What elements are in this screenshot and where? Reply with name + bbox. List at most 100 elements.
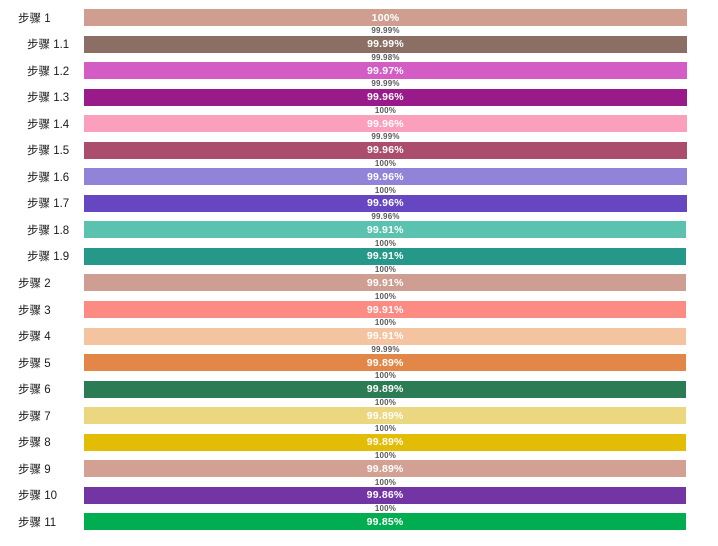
category-label: 步骤 8 xyxy=(18,437,51,450)
bar-value-label: 99.89% xyxy=(366,462,404,475)
chart-row: 步骤 1.7 99.96% 99.96% xyxy=(0,194,718,222)
bar-value-label: 99.91% xyxy=(366,276,404,289)
category-label: 步骤 1.7 xyxy=(27,198,70,211)
bar: 99.96% xyxy=(84,194,687,212)
chart-row: 步骤 5 99.89% 100% xyxy=(0,354,718,381)
gap-value-label: 99.99% xyxy=(371,79,400,89)
gap-value-label: 100% xyxy=(374,238,397,248)
chart-row: 步骤 1.9 99.91% 100% xyxy=(0,247,718,275)
category-label: 步骤 1.9 xyxy=(27,251,70,264)
bar-value-label: 99.91% xyxy=(366,303,404,316)
bar: 99.91% xyxy=(84,221,687,239)
chart-row: 步骤 7 99.89% 100% xyxy=(0,407,718,434)
bar-track: 99.99% 99.98% xyxy=(84,35,687,63)
bar-track: 99.96% 99.96% xyxy=(84,194,687,222)
chart-row: 步骤 10 99.86% 100% xyxy=(0,486,718,514)
bar: 99.97% xyxy=(84,62,687,80)
chart-row: 步骤 1.2 99.97% 99.99% xyxy=(0,62,718,89)
category-label: 步骤 10 xyxy=(18,490,57,503)
bar-value-label: 99.89% xyxy=(366,383,404,396)
bar-value-label: 100% xyxy=(371,11,400,24)
bar-value-label: 99.89% xyxy=(366,356,404,369)
gap-value-label: 100% xyxy=(374,504,397,514)
bar-value-label: 99.99% xyxy=(367,38,404,51)
bar-track: 99.96% 100% xyxy=(84,168,687,195)
category-label: 步骤 5 xyxy=(18,357,51,370)
bar-value-label: 99.96% xyxy=(366,197,404,210)
chart-row: 步骤 1.3 99.96% 100% xyxy=(0,88,718,116)
bar: 99.96% xyxy=(84,88,687,106)
bar: 100% xyxy=(84,9,687,26)
gap-value-label: 100% xyxy=(374,265,397,275)
between-bar-gap: 99.96% xyxy=(84,212,687,222)
category-label: 步骤 1.1 xyxy=(27,39,70,52)
gap-value-label: 99.99% xyxy=(371,132,400,142)
between-bar-gap: 100% xyxy=(84,106,687,116)
bar: 99.86% xyxy=(84,486,687,504)
category-label: 步骤 2 xyxy=(18,277,51,290)
chart-row: 步骤 1.5 99.96% 100% xyxy=(0,141,718,169)
gap-value-label: 100% xyxy=(374,105,397,115)
bar-track: 99.97% 99.99% xyxy=(84,62,687,89)
bar-track: 99.85% xyxy=(84,513,687,540)
between-bar-gap: 100% xyxy=(84,424,687,434)
bar-value-label: 99.96% xyxy=(366,144,404,157)
bar-value-label: 99.91% xyxy=(366,330,404,343)
bar-track: 99.89% 100% xyxy=(84,460,687,487)
bar-value-label: 99.91% xyxy=(366,223,404,236)
category-label: 步骤 1.8 xyxy=(27,224,70,237)
chart-row: 步骤 4 99.91% 99.99% xyxy=(0,327,718,355)
between-bar-gap: 100% xyxy=(84,398,687,408)
bar-value-label: 99.86% xyxy=(366,489,404,502)
chart-row: 步骤 8 99.89% 100% xyxy=(0,433,718,461)
bar-track: 99.96% 100% xyxy=(84,88,687,116)
between-bar-gap: 99.99% xyxy=(84,345,687,355)
bar: 99.91% xyxy=(84,301,687,319)
between-bar-gap: 99.99% xyxy=(84,79,687,89)
chart-row: 步骤 1.4 99.96% 99.99% xyxy=(0,115,718,142)
between-bar-gap: 100% xyxy=(84,451,687,461)
bar-track: 99.86% 100% xyxy=(84,486,687,514)
between-bar-gap xyxy=(84,530,687,540)
category-label: 步骤 1.4 xyxy=(27,118,70,131)
bar-track: 99.89% 100% xyxy=(84,354,687,381)
gap-value-label: 99.99% xyxy=(371,344,400,354)
between-bar-gap: 100% xyxy=(84,477,687,487)
category-label: 步骤 6 xyxy=(18,384,51,397)
category-label: 步骤 7 xyxy=(18,410,51,423)
bar-track: 99.91% 100% xyxy=(84,247,687,275)
category-label: 步骤 4 xyxy=(18,331,51,344)
chart-row: 步骤 6 99.89% 100% xyxy=(0,380,718,408)
category-label: 步骤 11 xyxy=(18,516,57,529)
gap-value-label: 100% xyxy=(374,477,397,487)
bar: 99.89% xyxy=(84,460,687,478)
chart-row: 步骤 1 100% 99.99% xyxy=(0,9,718,36)
between-bar-gap: 100% xyxy=(84,265,687,275)
bar-value-label: 99.97% xyxy=(367,64,404,77)
between-bar-gap: 100% xyxy=(84,291,687,301)
between-bar-gap: 100% xyxy=(84,318,687,328)
bar-value-label: 99.96% xyxy=(366,170,404,183)
between-bar-gap: 100% xyxy=(84,504,687,514)
gap-value-label: 99.96% xyxy=(371,212,400,222)
chart-row: 步骤 9 99.89% 100% xyxy=(0,460,718,487)
chart-row: 步骤 3 99.91% 100% xyxy=(0,301,718,328)
category-label: 步骤 1.2 xyxy=(27,65,70,78)
between-bar-gap: 99.98% xyxy=(84,53,687,63)
bar-value-label: 99.89% xyxy=(366,409,404,422)
bar: 99.91% xyxy=(84,247,687,265)
bar-value-label: 99.96% xyxy=(366,117,404,130)
chart-row: 步骤 11 99.85% xyxy=(0,513,718,540)
chart-row: 步骤 1.1 99.99% 99.98% xyxy=(0,35,718,63)
category-label: 步骤 3 xyxy=(18,304,51,317)
bar-track: 99.96% 100% xyxy=(84,141,687,169)
bar-value-label: 99.96% xyxy=(366,91,404,104)
between-bar-gap: 100% xyxy=(84,159,687,169)
gap-value-label: 100% xyxy=(374,291,397,301)
bar-track: 99.89% 100% xyxy=(84,407,687,434)
between-bar-gap: 100% xyxy=(84,185,687,195)
bar: 99.96% xyxy=(84,168,687,186)
gap-value-label: 99.98% xyxy=(371,52,400,62)
bar: 99.96% xyxy=(84,115,687,133)
